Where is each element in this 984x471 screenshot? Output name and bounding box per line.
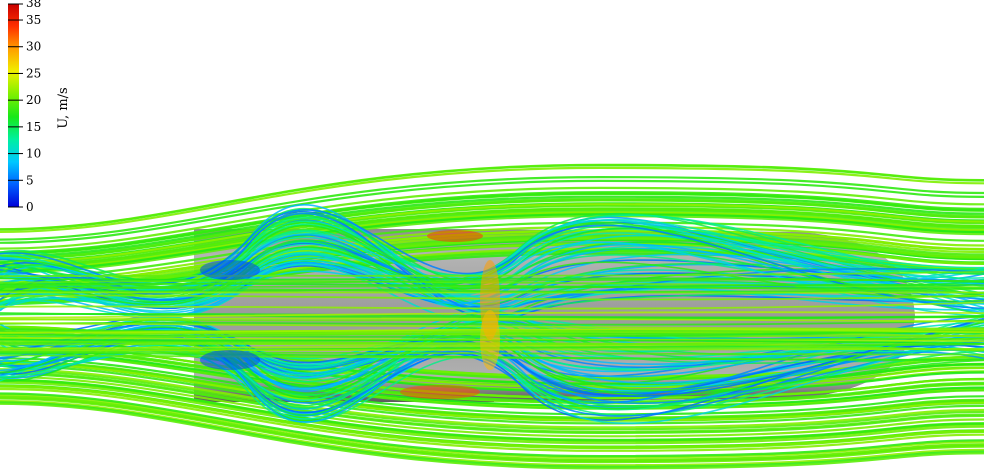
velocity-patch	[427, 230, 483, 242]
streamline	[0, 319, 984, 326]
streamline	[0, 203, 984, 264]
streamline	[0, 211, 984, 271]
streamline	[0, 375, 984, 438]
streamline	[0, 285, 984, 293]
streamline	[0, 301, 984, 310]
velocity-patch	[200, 350, 260, 370]
streamline	[0, 362, 984, 422]
streamline	[0, 213, 984, 272]
streamline	[0, 317, 984, 323]
streamline	[0, 372, 984, 435]
streamline	[0, 278, 984, 287]
streamline	[0, 381, 984, 445]
streamline	[0, 348, 984, 352]
streamline	[0, 392, 984, 458]
streamlines	[0, 163, 984, 470]
colorbar-tick-label: 25	[26, 66, 41, 80]
streamline	[0, 186, 984, 250]
velocity-patch	[480, 310, 500, 370]
streamline	[0, 199, 984, 261]
streamline	[0, 400, 984, 467]
streamline	[0, 328, 984, 334]
streamline	[0, 271, 984, 278]
streamline	[0, 291, 984, 295]
colorbar-tick-label: 20	[26, 93, 41, 107]
streamline	[0, 342, 984, 352]
streamline	[0, 401, 984, 468]
colorbar-tick-label: 5	[26, 173, 34, 187]
colorbar-legend: 38 35 30 25 20 15 10 5 0 U, m/s	[8, 0, 71, 214]
velocity-patch	[200, 260, 260, 280]
streamline	[0, 229, 984, 286]
streamline	[0, 313, 984, 319]
streamline	[0, 166, 984, 233]
streamline	[0, 351, 984, 356]
streamline	[0, 283, 984, 293]
streamline	[0, 311, 984, 319]
streamline	[0, 197, 984, 259]
colorbar-tick-label: 10	[26, 147, 41, 161]
colorbar-title: U, m/s	[56, 87, 71, 128]
streamline	[0, 402, 984, 470]
streamline	[0, 395, 984, 461]
colorbar-tick-label: 15	[26, 120, 41, 134]
streamline	[0, 235, 984, 292]
streamline	[0, 364, 984, 425]
colorbar-tick-label: 38	[26, 0, 41, 10]
streamline	[0, 369, 984, 431]
streamline	[0, 385, 984, 449]
colorbar-tick-label: 35	[26, 13, 41, 27]
streamline	[0, 175, 984, 241]
streamline	[0, 330, 984, 339]
streamline	[0, 294, 984, 301]
streamline	[0, 179, 984, 244]
streamline	[0, 195, 984, 258]
streamline	[0, 328, 984, 338]
streamline	[0, 352, 984, 410]
colorbar-tick-label: 30	[26, 40, 41, 54]
streamline	[0, 163, 984, 231]
streamline	[0, 338, 984, 345]
streamline	[0, 352, 984, 361]
streamline	[0, 393, 984, 459]
streamline	[0, 397, 984, 464]
colorbar-gradient	[8, 4, 19, 207]
streamline	[0, 379, 984, 442]
streamline	[0, 337, 984, 342]
velocity-patch	[400, 385, 480, 399]
streamline	[0, 207, 984, 267]
velocity-hotspots	[200, 230, 500, 399]
streamline	[0, 387, 984, 452]
streamline	[0, 357, 984, 416]
streamline	[0, 192, 984, 255]
colorbar-tick-label: 0	[26, 200, 34, 214]
streamline	[0, 204, 984, 265]
colorbar-ticks: 38 35 30 25 20 15 10 5 0	[8, 0, 41, 214]
streamline	[0, 368, 984, 429]
streamline	[0, 209, 984, 269]
